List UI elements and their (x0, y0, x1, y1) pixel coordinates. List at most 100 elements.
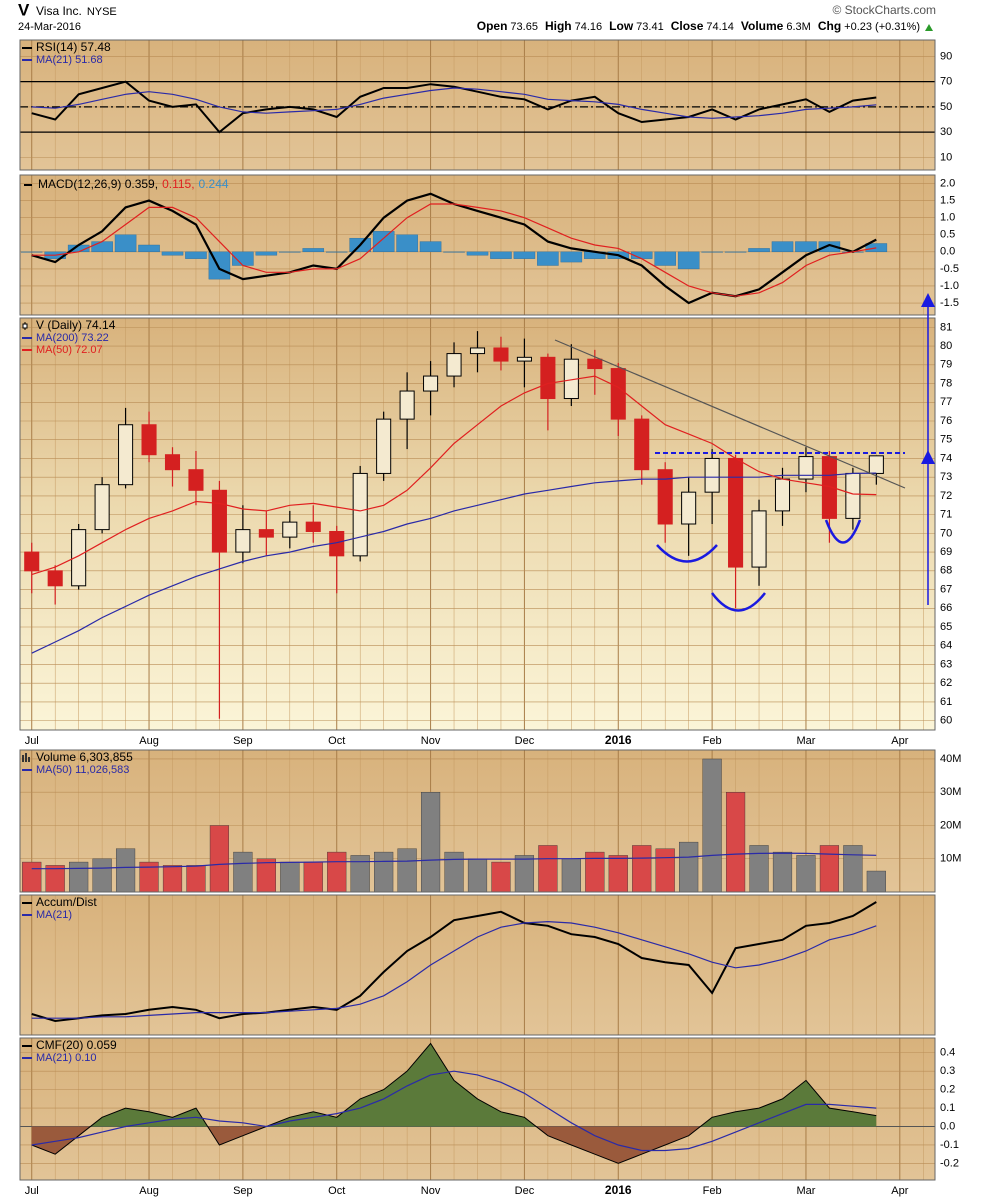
histogram-bar (818, 241, 841, 253)
volume-bar (491, 861, 511, 892)
histogram-bar (161, 251, 184, 256)
volume-bar (725, 792, 746, 892)
y-tick-label: 0.3 (940, 1065, 955, 1077)
candle-body (704, 457, 720, 493)
trend-line (554, 339, 906, 489)
panel-frame (19, 894, 936, 1036)
legend-entry: Volume 6,303,855 (36, 750, 133, 764)
y-tick-label: 1.5 (940, 195, 955, 207)
arrow-head-mid (921, 450, 935, 464)
histogram-bar (560, 251, 583, 263)
y-tick-label: -1.5 (940, 297, 959, 309)
volume-bar (45, 865, 65, 892)
y-tick-label: 40M (940, 753, 961, 765)
x-tick-label: Jul (25, 735, 39, 747)
arc-left (656, 544, 718, 563)
quote-value: 73.65 (510, 21, 538, 33)
y-tick-label: 75 (940, 434, 952, 446)
moving-average (31, 472, 877, 654)
x-tick-label: Nov (421, 735, 441, 747)
y-tick-label: -0.2 (940, 1157, 959, 1169)
candle-body (446, 353, 462, 377)
candle-body (469, 347, 486, 355)
y-tick-label: -1.0 (940, 280, 959, 292)
candle-body (798, 456, 814, 480)
y-tick-label: -0.1 (940, 1139, 959, 1151)
candle-body (845, 472, 861, 519)
y-tick-label: 81 (940, 321, 952, 333)
y-tick-label: 70 (940, 76, 952, 88)
legend-marker (22, 323, 28, 329)
credit: © StockCharts.com (832, 3, 936, 17)
y-tick-label: 65 (940, 621, 952, 633)
exchange: NYSE (87, 6, 117, 18)
volume-bar (561, 858, 581, 892)
quote-value: +0.23 (+0.31%) (844, 21, 920, 33)
volume-bar (233, 851, 253, 892)
volume-bar (22, 861, 42, 892)
candle-body (188, 469, 204, 491)
series-line (31, 1070, 877, 1152)
x-tick-label: Sep (233, 1185, 253, 1197)
candle-body (423, 375, 439, 392)
y-tick-label: 68 (940, 565, 952, 577)
volume-bar (92, 858, 112, 892)
candle-body (728, 457, 744, 568)
quote-label: Open (477, 19, 508, 33)
legend-marker (25, 753, 27, 762)
histogram-bar (302, 248, 325, 253)
volume-bar (115, 848, 136, 892)
volume-bar (350, 855, 370, 892)
y-tick-label: 90 (940, 50, 952, 62)
candle-body (516, 356, 532, 362)
y-tick-label: 62 (940, 677, 952, 689)
candle-body (94, 484, 110, 531)
panel-4 (31, 895, 924, 1035)
candle-body (751, 510, 767, 568)
y-tick-label: 2.0 (940, 177, 955, 189)
x-tick-label: Sep (233, 735, 253, 747)
candle-body (493, 347, 509, 362)
cmf-area-positive (90, 1043, 877, 1127)
quote-label: Chg (818, 19, 841, 33)
y-tick-label: 20M (940, 819, 961, 831)
volume-ma (31, 852, 877, 870)
y-tick-label: 0.0 (940, 1120, 955, 1132)
y-tick-label: 0.4 (940, 1047, 955, 1059)
y-tick-label: 50 (940, 101, 952, 113)
x-tick-label: Oct (328, 1185, 345, 1197)
histogram-bar (748, 248, 770, 253)
histogram-bar (771, 241, 794, 253)
quote-label: High (545, 19, 572, 33)
candle-body (47, 570, 63, 587)
quote-value: 73.41 (636, 21, 664, 33)
candle-body (587, 358, 603, 370)
y-tick-label: 30M (940, 786, 961, 798)
y-tick-label: 63 (940, 658, 952, 670)
histogram-bar (185, 251, 207, 259)
volume-bar (467, 858, 488, 892)
x-tick-label: Mar (796, 1185, 815, 1197)
x-tick-label: Jul (25, 1185, 39, 1197)
x-tick-label: 2016 (605, 1183, 632, 1197)
legend-entry: MA(21) (36, 909, 72, 921)
cmf-area-negative (31, 1126, 877, 1164)
volume-bar (538, 845, 558, 892)
legend: MACD(12,26,9) 0.359, 0.115, 0.244 (38, 177, 229, 191)
volume-bar (280, 861, 300, 892)
quote-label: Low (609, 19, 634, 33)
arrow-head-top (921, 293, 935, 307)
series-line (31, 1042, 877, 1164)
panel-0 (20, 40, 935, 170)
x-tick-label: Dec (515, 735, 535, 747)
panel-1 (20, 175, 935, 315)
symbol: V (18, 0, 30, 19)
histogram-bar (419, 241, 442, 253)
candle-body (657, 469, 673, 525)
volume-bar (420, 792, 441, 892)
quote-label: Close (671, 19, 704, 33)
y-tick-label: 0.2 (940, 1084, 955, 1096)
annotations (554, 293, 935, 612)
volume-bar (819, 845, 840, 892)
